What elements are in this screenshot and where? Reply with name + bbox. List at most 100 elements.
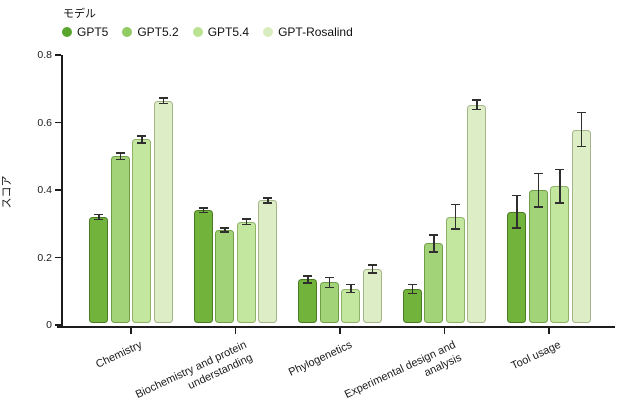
y-tick-0.8 bbox=[55, 54, 61, 56]
error-cap-bottom-gpt5-4-phylogenetics bbox=[346, 291, 356, 294]
error-cap-top-gpt5-biochemistry-and-protein bbox=[198, 207, 208, 209]
error-cap-top-gpt5-experimental-design-and bbox=[407, 283, 417, 286]
y-axis-line bbox=[61, 55, 63, 327]
error-cap-bottom-gpt-rosalind-phylogenetics bbox=[367, 272, 377, 274]
y-tick-0.4 bbox=[55, 189, 61, 191]
y-tick-label-0.8: 0.8 bbox=[37, 49, 52, 61]
error-cap-bottom-gpt5-tool-usage bbox=[512, 227, 522, 229]
error-bar-gpt5-4-experimental-design-and bbox=[454, 204, 456, 229]
error-bar-gpt5-2-biochemistry-and-protein bbox=[224, 228, 226, 233]
error-cap-top-gpt-rosalind-biochemistry-and-protein bbox=[263, 197, 273, 199]
legend-item-gpt5-2: GPT5.2 bbox=[122, 25, 179, 39]
error-cap-bottom-gpt-rosalind-chemistry bbox=[158, 102, 168, 104]
error-cap-top-gpt5-4-biochemistry-and-protein bbox=[241, 218, 251, 220]
error-cap-top-gpt5-4-phylogenetics bbox=[346, 283, 356, 286]
error-cap-top-gpt5-4-tool-usage bbox=[555, 168, 565, 171]
error-bar-gpt5-tool-usage bbox=[516, 195, 518, 229]
error-cap-bottom-gpt5-2-tool-usage bbox=[533, 206, 543, 208]
bar-gpt5-biochemistry-and-protein bbox=[193, 210, 213, 323]
error-cap-bottom-gpt5-4-tool-usage bbox=[555, 202, 565, 204]
legend-label-gpt5-4: GPT5.4 bbox=[207, 25, 250, 39]
error-cap-bottom-gpt5-2-experimental-design-and bbox=[429, 251, 439, 253]
error-cap-bottom-gpt5-4-biochemistry-and-protein bbox=[241, 223, 251, 226]
bar-gpt-rosalind-tool-usage bbox=[571, 129, 591, 323]
error-cap-top-gpt5-tool-usage bbox=[512, 194, 522, 197]
bar-gpt5-4-tool-usage bbox=[550, 186, 570, 323]
error-bar-gpt-rosalind-biochemistry-and-protein bbox=[267, 198, 269, 203]
bar-gpt5-2-phylogenetics bbox=[319, 282, 339, 323]
y-tick-label-0.6: 0.6 bbox=[37, 116, 52, 129]
y-tick-label-0.4: 0.4 bbox=[37, 184, 52, 196]
error-cap-bottom-gpt5-experimental-design-and bbox=[407, 292, 417, 295]
error-bar-gpt5-4-chemistry bbox=[141, 136, 143, 143]
error-bar-gpt5-2-tool-usage bbox=[537, 173, 539, 208]
error-cap-top-gpt5-4-experimental-design-and bbox=[450, 203, 460, 206]
error-cap-bottom-gpt-rosalind-experimental-design-and bbox=[472, 108, 482, 111]
legend-item-gpt5: GPT5 bbox=[62, 25, 108, 39]
error-bar-gpt5-biochemistry-and-protein bbox=[202, 208, 204, 213]
bar-gpt5-chemistry bbox=[89, 217, 109, 323]
error-cap-bottom-gpt5-4-experimental-design-and bbox=[450, 228, 460, 230]
error-cap-top-gpt-rosalind-tool-usage bbox=[576, 111, 586, 114]
error-cap-bottom-gpt5-2-chemistry bbox=[115, 158, 125, 161]
error-cap-top-gpt5-2-phylogenetics bbox=[324, 276, 334, 279]
legend-label-gpt5: GPT5 bbox=[77, 25, 109, 39]
legend-items: GPT5 GPT5.2 GPT5.4 GPT-Rosalind bbox=[62, 25, 353, 39]
bar-gpt-rosalind-experimental-design-and bbox=[467, 104, 487, 323]
x-tick-biochemistry-and-protein bbox=[234, 328, 237, 334]
x-axis-label-tool-usage: Tool usage bbox=[509, 338, 563, 373]
bar-gpt5-4-experimental-design-and bbox=[445, 216, 465, 323]
bar-gpt5-2-biochemistry-and-protein bbox=[215, 230, 235, 323]
bar-gpt5-4-chemistry bbox=[132, 139, 152, 323]
error-bar-gpt5-experimental-design-and bbox=[411, 284, 413, 294]
legend-title: モデル bbox=[63, 8, 96, 20]
error-bar-gpt5-2-chemistry bbox=[119, 152, 121, 160]
y-tick-0.2 bbox=[55, 256, 61, 259]
bar-gpt5-2-tool-usage bbox=[528, 190, 548, 323]
error-bar-gpt-rosalind-tool-usage bbox=[580, 112, 582, 147]
error-cap-top-gpt-rosalind-chemistry bbox=[158, 97, 168, 99]
error-bar-gpt5-phylogenetics bbox=[307, 276, 309, 283]
error-cap-bottom-gpt5-phylogenetics bbox=[303, 282, 313, 284]
x-tick-chemistry bbox=[130, 328, 132, 334]
legend-dot-gpt5-icon bbox=[62, 27, 72, 37]
legend-dot-gpt-rosalind-icon bbox=[263, 27, 274, 37]
error-bar-gpt-rosalind-phylogenetics bbox=[371, 264, 373, 274]
error-bar-gpt-rosalind-chemistry bbox=[162, 97, 164, 104]
error-bar-gpt5-2-phylogenetics bbox=[328, 277, 330, 288]
y-axis-label: スコア bbox=[1, 175, 13, 209]
legend-item-gpt5-4: GPT5.4 bbox=[192, 25, 250, 39]
x-axis-line bbox=[57, 326, 615, 328]
legend-label-gpt-rosalind: GPT-Rosalind bbox=[278, 25, 353, 39]
x-axis-label-experimental-design-and: Experimental design and analysis bbox=[343, 338, 465, 401]
error-cap-bottom-gpt-rosalind-tool-usage bbox=[576, 145, 586, 148]
x-axis-label-chemistry: Chemistry bbox=[94, 338, 145, 371]
bar-gpt5-phylogenetics bbox=[298, 279, 318, 323]
error-bar-gpt-rosalind-experimental-design-and bbox=[476, 100, 478, 110]
bar-gpt5-4-phylogenetics bbox=[341, 288, 361, 323]
error-cap-bottom-gpt5-biochemistry-and-protein bbox=[198, 211, 208, 214]
x-tick-experimental-design-and bbox=[443, 328, 446, 334]
error-bar-gpt5-4-phylogenetics bbox=[350, 284, 352, 293]
legend-dot-gpt5-2-icon bbox=[122, 27, 133, 37]
legend-item-gpt-rosalind: GPT-Rosalind bbox=[263, 25, 353, 39]
bar-gpt-rosalind-chemistry bbox=[153, 100, 173, 323]
error-cap-top-gpt5-2-tool-usage bbox=[533, 172, 543, 175]
x-axis-label-biochemistry-and-protein: Biochemistry and protein understanding bbox=[134, 338, 256, 401]
error-cap-top-gpt5-2-experimental-design-and bbox=[429, 234, 439, 236]
error-cap-bottom-gpt5-2-biochemistry-and-protein bbox=[220, 231, 230, 233]
bar-gpt5-2-experimental-design-and bbox=[424, 243, 444, 323]
error-cap-top-gpt5-2-chemistry bbox=[115, 152, 125, 154]
error-cap-top-gpt5-4-chemistry bbox=[137, 135, 147, 137]
error-cap-bottom-gpt-rosalind-biochemistry-and-protein bbox=[263, 202, 273, 204]
y-tick-label-0.2: 0.2 bbox=[37, 251, 52, 264]
error-bar-gpt5-2-experimental-design-and bbox=[433, 234, 435, 252]
error-bar-gpt5-chemistry bbox=[98, 214, 100, 220]
bar-gpt-rosalind-phylogenetics bbox=[362, 268, 382, 323]
bar-gpt-rosalind-biochemistry-and-protein bbox=[258, 200, 278, 323]
error-cap-bottom-gpt5-chemistry bbox=[94, 218, 104, 221]
x-tick-tool-usage bbox=[548, 328, 550, 334]
error-cap-top-gpt-rosalind-experimental-design-and bbox=[472, 99, 482, 101]
bar-gpt5-2-chemistry bbox=[110, 156, 130, 323]
